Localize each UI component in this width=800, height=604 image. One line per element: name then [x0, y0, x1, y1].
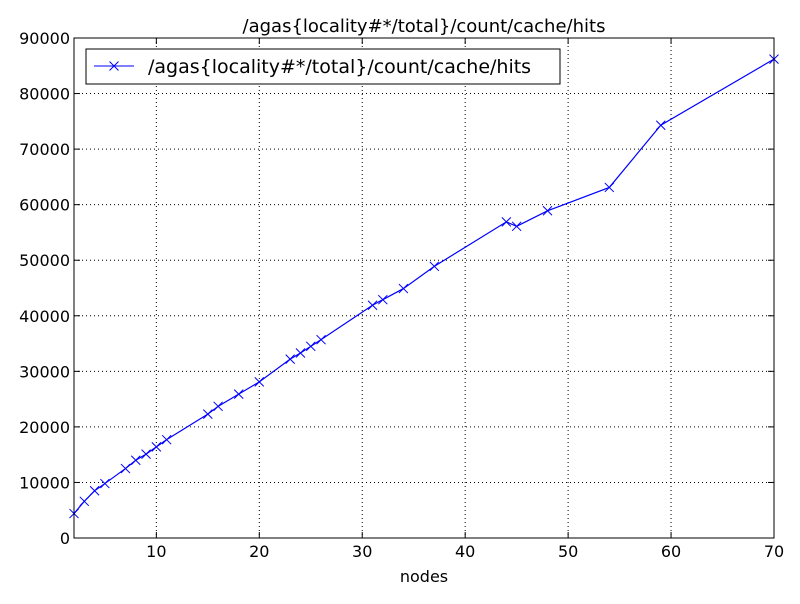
- chart-title: /agas{locality#*/total}/count/cache/hits: [243, 16, 606, 37]
- data-point-marker: [316, 334, 326, 345]
- axis-ticks: 10 20 30 40 50 60 70 0 10000 20000 30000 40000 50000…: [19, 29, 784, 561]
- legend-label: /agas{locality#*/total}/count/cache/hits: [148, 56, 531, 78]
- y-tick-label: 50000: [19, 251, 70, 270]
- data-point-marker: [213, 401, 223, 412]
- x-tick-label: 60: [661, 542, 681, 561]
- x-tick-label: 50: [558, 542, 578, 561]
- y-tick-label: 40000: [19, 307, 70, 326]
- x-tick-label: 40: [455, 542, 475, 561]
- data-point-marker: [542, 205, 553, 216]
- data-point-marker: [100, 478, 110, 489]
- data-point-marker: [233, 389, 244, 399]
- x-tick-label: 20: [249, 542, 269, 561]
- data-point-marker: [202, 409, 213, 419]
- data-point-marker: [79, 496, 90, 507]
- legend-marker: [109, 61, 119, 71]
- data-point-marker: [254, 377, 265, 387]
- y-tick-label: 30000: [19, 362, 70, 381]
- series-layer: [69, 54, 779, 519]
- data-point-marker: [89, 485, 100, 496]
- data-point-marker: [429, 261, 440, 272]
- data-point-marker: [161, 434, 172, 445]
- series-line: [73, 58, 775, 514]
- x-tick-label: 10: [146, 542, 166, 561]
- data-point-marker: [120, 463, 131, 474]
- y-tick-label: 70000: [19, 140, 70, 159]
- legend-box: [85, 48, 561, 85]
- data-point-marker: [398, 283, 409, 294]
- data-point-marker: [655, 120, 666, 131]
- data-point-marker: [141, 449, 151, 459]
- y-tick-label: 10000: [19, 473, 70, 492]
- data-point-marker: [305, 341, 316, 352]
- y-tick-label: 20000: [19, 418, 70, 437]
- data-point-marker: [604, 182, 615, 193]
- x-tick-label: 70: [764, 542, 784, 561]
- data-point-marker: [501, 217, 512, 227]
- x-tick-label: 30: [352, 542, 372, 561]
- legend: /agas{locality#*/total}/count/cache/hits: [85, 48, 561, 85]
- data-point-marker: [377, 294, 388, 305]
- y-tick-label: 90000: [19, 29, 70, 48]
- y-tick-label: 0: [60, 529, 70, 548]
- y-tick-label: 80000: [19, 85, 70, 104]
- data-point-marker: [511, 221, 522, 232]
- data-point-marker: [130, 455, 141, 466]
- grid: [74, 37, 775, 539]
- data-point-marker: [285, 354, 296, 364]
- x-axis-label: nodes: [400, 567, 448, 586]
- data-point-marker: [367, 300, 378, 311]
- data-point-marker: [151, 442, 162, 452]
- data-point-marker: [295, 348, 306, 358]
- y-tick-label: 60000: [19, 196, 70, 215]
- plot-frame: [73, 37, 775, 539]
